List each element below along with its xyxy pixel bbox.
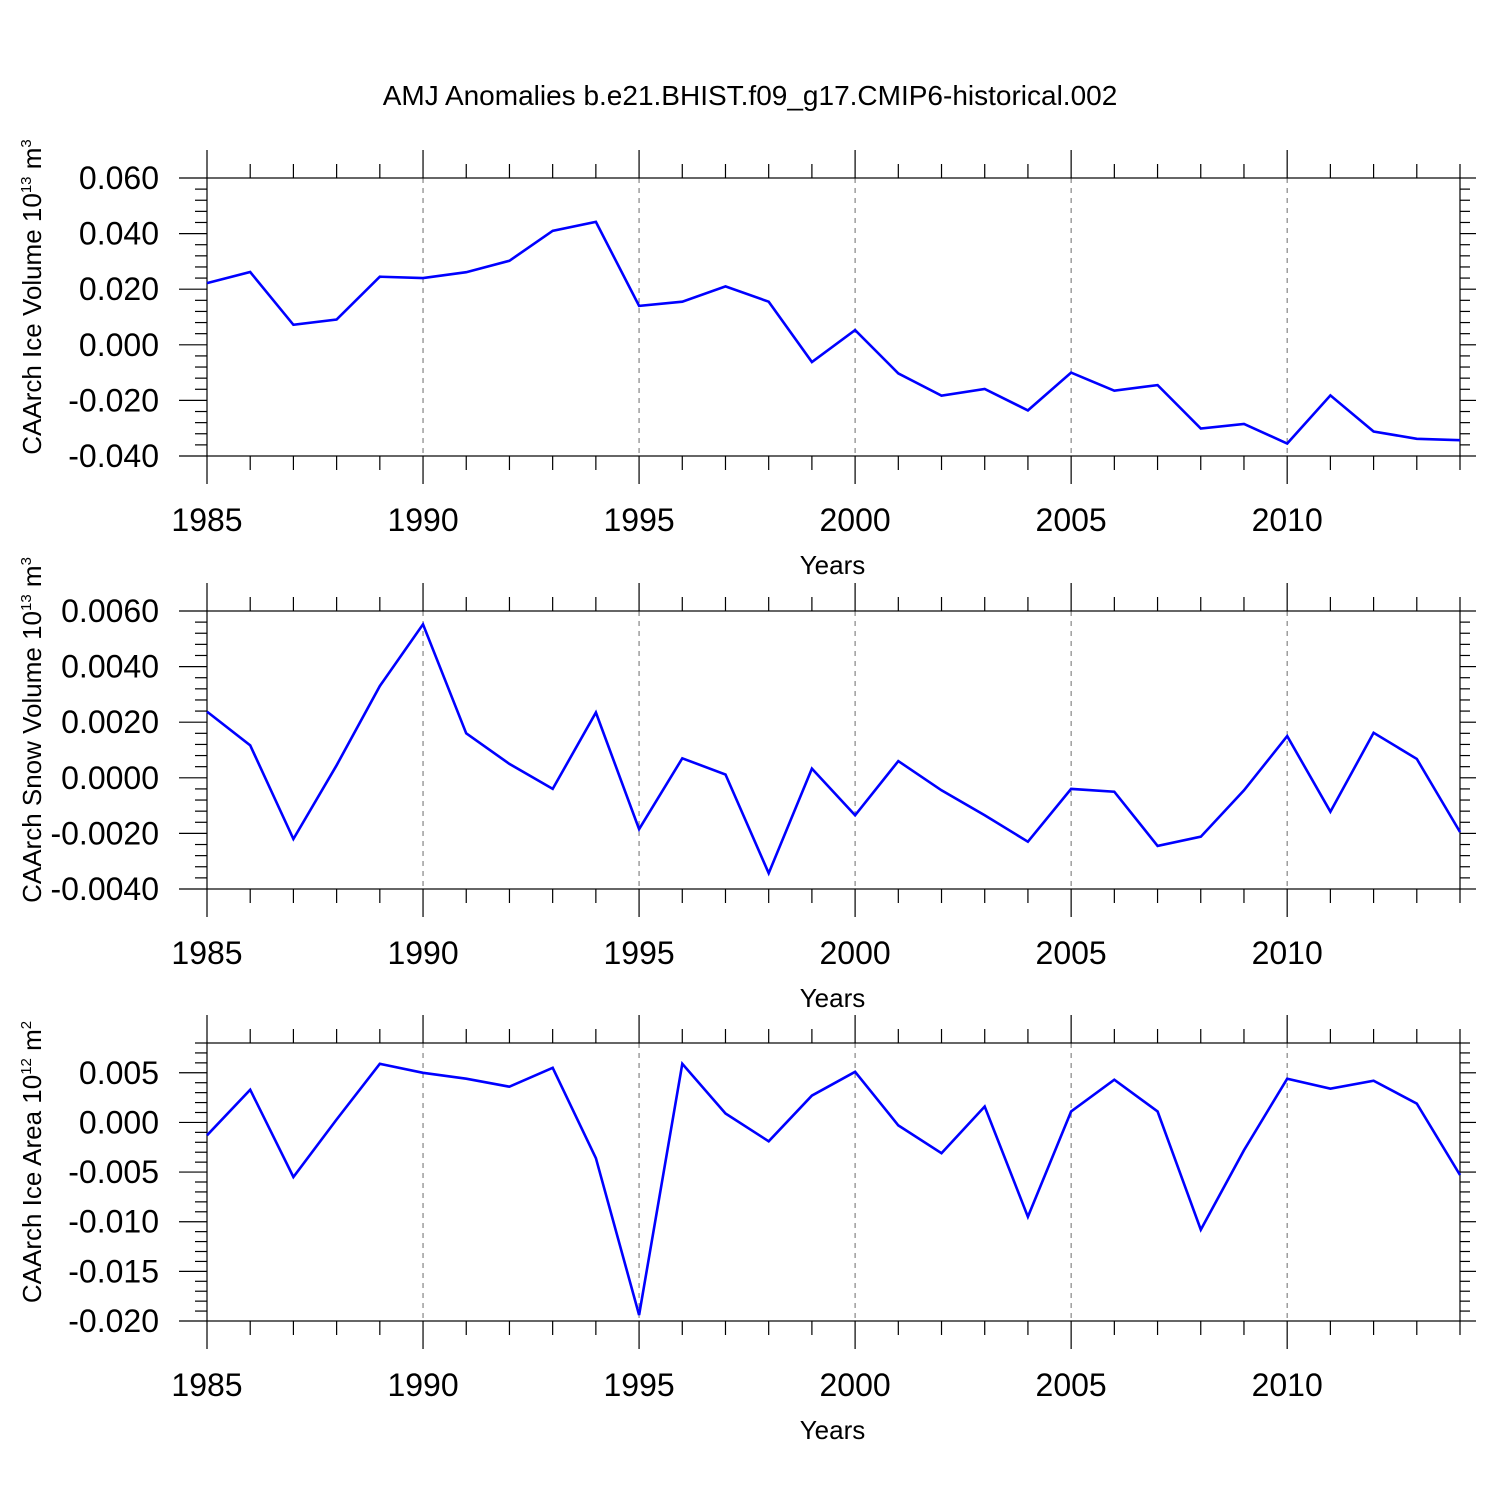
y-tick-label: 0.0000 [61, 760, 159, 796]
y-axis-title-exponent: 12 [18, 1058, 35, 1075]
x-tick-label: 1985 [171, 1367, 242, 1403]
plot-frame [206, 610, 1461, 890]
y-axis-title-text: CAArch Snow Volume 10 [17, 611, 47, 903]
y-tick-label: 0.0060 [61, 593, 159, 629]
y-tick-label: -0.040 [68, 438, 159, 474]
series-line [206, 220, 1461, 446]
x-tick-label: 2010 [1252, 1367, 1323, 1403]
x-axis-title: Years [800, 983, 866, 1013]
x-tick-label: 1995 [603, 935, 674, 971]
series-line [206, 621, 1462, 877]
y-axis-title-exponent: 13 [18, 176, 35, 193]
chart-panels: 1985 1990 1995 2000 2005 2010 0.060 0.040 0.020 0… [17, 139, 1476, 1445]
y-axis-title-unit-power: 3 [18, 139, 35, 147]
x-tick-label: 1990 [387, 502, 458, 538]
y-axis-title-unit-power: 2 [18, 1021, 35, 1029]
y-tick-label: -0.015 [68, 1253, 159, 1289]
x-tick-label: 2000 [820, 935, 891, 971]
y-axis-title: CAArch Snow Volume 1013 m3 [17, 557, 47, 903]
y-tick-label: 0.0020 [61, 704, 159, 740]
y-axis-title-exponent: 13 [18, 594, 35, 611]
y-axis-title-unit: m [17, 565, 47, 594]
x-axis-title: Years [800, 550, 866, 580]
y-tick-label: -0.0020 [50, 815, 159, 851]
y-axis-title-unit: m [17, 148, 47, 177]
x-tick-label: 1985 [171, 935, 242, 971]
x-tick-label: 1985 [171, 502, 242, 538]
series-line [206, 1060, 1462, 1316]
x-tick-label: 1995 [603, 1367, 674, 1403]
y-tick-label: 0.000 [79, 1104, 159, 1140]
plot-frame [206, 177, 1461, 457]
x-tick-label: 2005 [1036, 935, 1107, 971]
x-tick-label: 2010 [1252, 935, 1323, 971]
x-tick-label: 1990 [387, 935, 458, 971]
y-axis-title-unit-power: 3 [18, 557, 35, 565]
y-axis-title-text: CAArch Ice Volume 10 [17, 193, 47, 455]
y-tick-label: 0.0040 [61, 649, 159, 685]
x-tick-label: 2005 [1036, 1367, 1107, 1403]
y-axis-title-unit: m [17, 1029, 47, 1058]
panel-3: 1985 1990 1995 2000 2005 2010 0.005 0.000 -0.005… [17, 1015, 1476, 1445]
y-axis-title: CAArch Ice Volume 1013 m3 [17, 139, 47, 455]
y-tick-label: -0.020 [68, 1303, 159, 1339]
y-tick-label: -0.005 [68, 1154, 159, 1190]
y-tick-label: 0.005 [79, 1055, 159, 1091]
panel-2: 1985 1990 1995 2000 2005 2010 0.0060 0.0040 0.00… [17, 557, 1476, 1013]
y-axis-title-text: CAArch Ice Area 10 [17, 1075, 47, 1303]
x-tick-label: 2000 [820, 1367, 891, 1403]
y-tick-label: -0.010 [68, 1204, 159, 1240]
x-tick-label: 1990 [387, 1367, 458, 1403]
x-axis-title: Years [800, 1415, 866, 1445]
x-tick-label: 2010 [1252, 502, 1323, 538]
y-tick-label: 0.000 [79, 327, 159, 363]
figure-title: AMJ Anomalies b.e21.BHIST.f09_g17.CMIP6-… [383, 80, 1118, 111]
y-tick-label: 0.020 [79, 271, 159, 307]
x-tick-label: 1995 [603, 502, 674, 538]
x-tick-label: 2000 [820, 502, 891, 538]
y-axis-title: CAArch Ice Area 1012 m2 [17, 1021, 47, 1303]
y-tick-label: 0.040 [79, 216, 159, 252]
x-tick-label: 2005 [1036, 502, 1107, 538]
y-tick-label: 0.060 [79, 160, 159, 196]
y-tick-label: -0.020 [68, 382, 159, 418]
panel-1: 1985 1990 1995 2000 2005 2010 0.060 0.040 0.020 0… [17, 139, 1476, 580]
y-tick-label: -0.0040 [50, 871, 159, 907]
